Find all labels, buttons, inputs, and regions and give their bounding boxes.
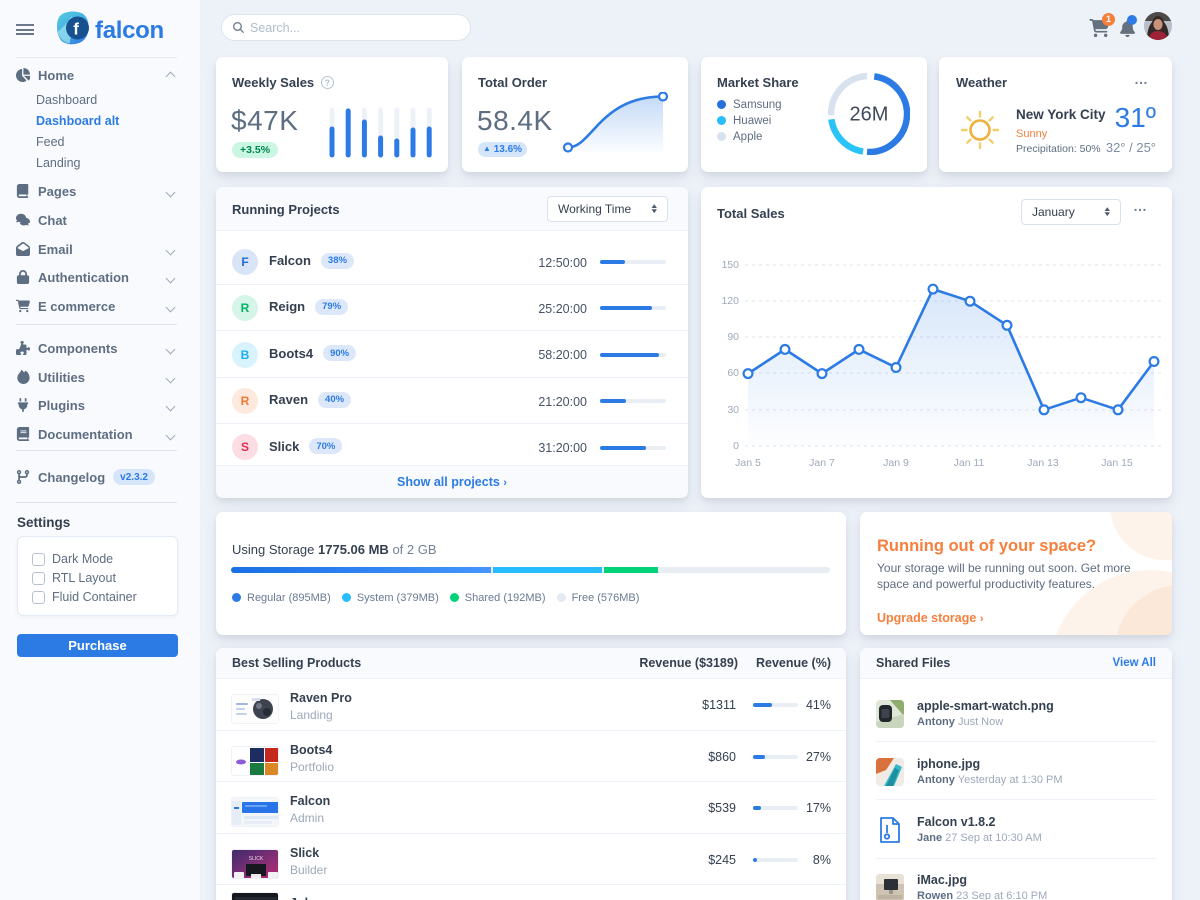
svg-text:f: f [73,20,79,39]
svg-text:Jan 7: Jan 7 [809,457,835,469]
svg-text:SLICK: SLICK [249,856,264,862]
svg-text:Jan 13: Jan 13 [1027,457,1059,469]
svg-text:Jan 15: Jan 15 [1101,457,1133,469]
svg-text:60: 60 [727,367,739,379]
svg-text:Jan 9: Jan 9 [883,457,909,469]
svg-text:90: 90 [727,331,739,343]
svg-text:Jan 11: Jan 11 [954,457,985,469]
svg-text:Jan 5: Jan 5 [735,457,761,469]
svg-text:150: 150 [721,259,739,271]
svg-text:30: 30 [727,404,739,416]
svg-text:120: 120 [721,295,739,307]
svg-text:26M: 26M [850,104,889,126]
svg-text:0: 0 [733,440,739,452]
